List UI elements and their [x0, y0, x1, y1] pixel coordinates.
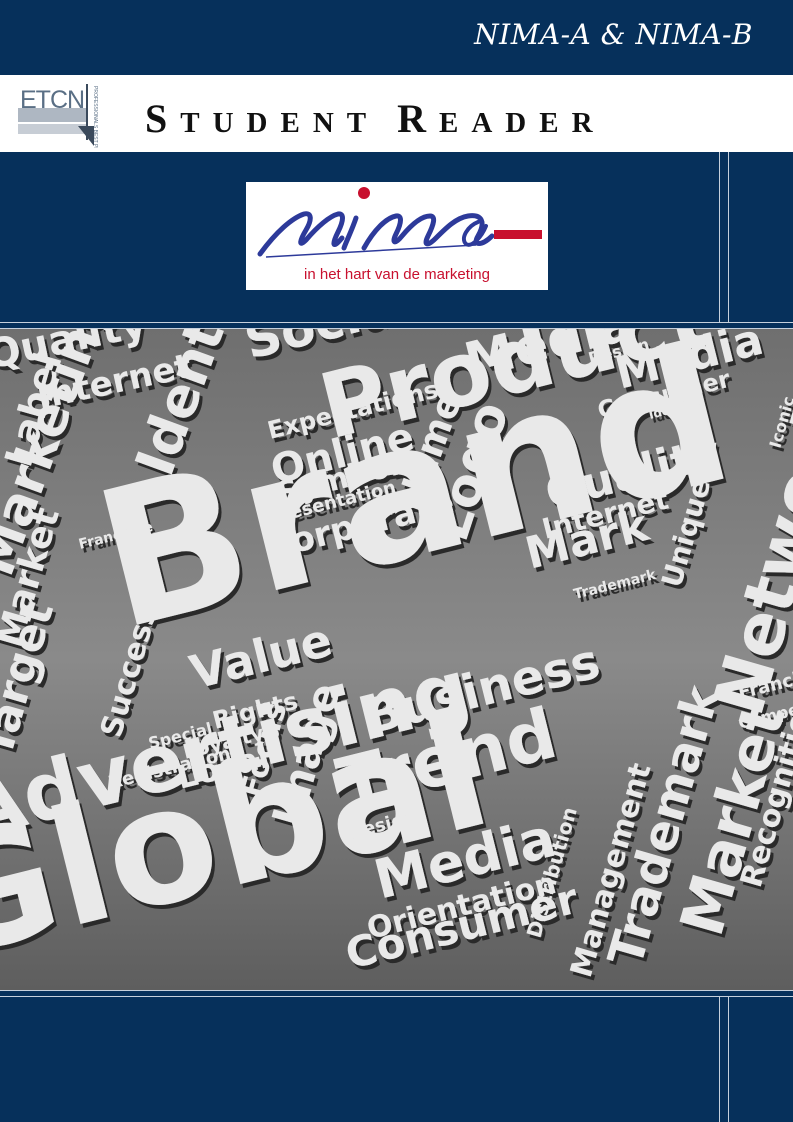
nima-tagline: in het hart van de marketing — [304, 266, 490, 283]
etcn-logo-vertical-text: PROFESSIONALS BEST PRACTICE — [92, 86, 98, 148]
cover-image-word-cloud: QualityInternetMarketingIdentitySocialMe… — [0, 329, 793, 990]
nima-logo: nima in het hart van de marketing — [146, 81, 548, 290]
page-title: STUDENT READER — [145, 95, 606, 142]
etcn-logo-text: ETCN — [20, 86, 84, 114]
etcn-logo: ETCN PROFESSIONALS BEST PRACTICE — [18, 82, 118, 170]
divider-line — [0, 328, 793, 329]
divider-line — [0, 996, 793, 997]
divider-line — [0, 322, 793, 323]
divider-line — [719, 152, 720, 322]
series-label: NIMA-A & NIMA-B — [474, 18, 753, 51]
title-rest-eader: EADER — [439, 107, 606, 139]
title-bar — [0, 75, 793, 152]
title-cap-r: R — [397, 96, 439, 141]
divider-line — [0, 990, 793, 991]
divider-line — [728, 997, 729, 1122]
divider-line — [719, 997, 720, 1122]
title-cap-s: S — [145, 96, 181, 141]
top-band — [0, 0, 793, 75]
divider-line — [728, 152, 729, 322]
title-rest-tudent: TUDENT — [180, 107, 380, 139]
